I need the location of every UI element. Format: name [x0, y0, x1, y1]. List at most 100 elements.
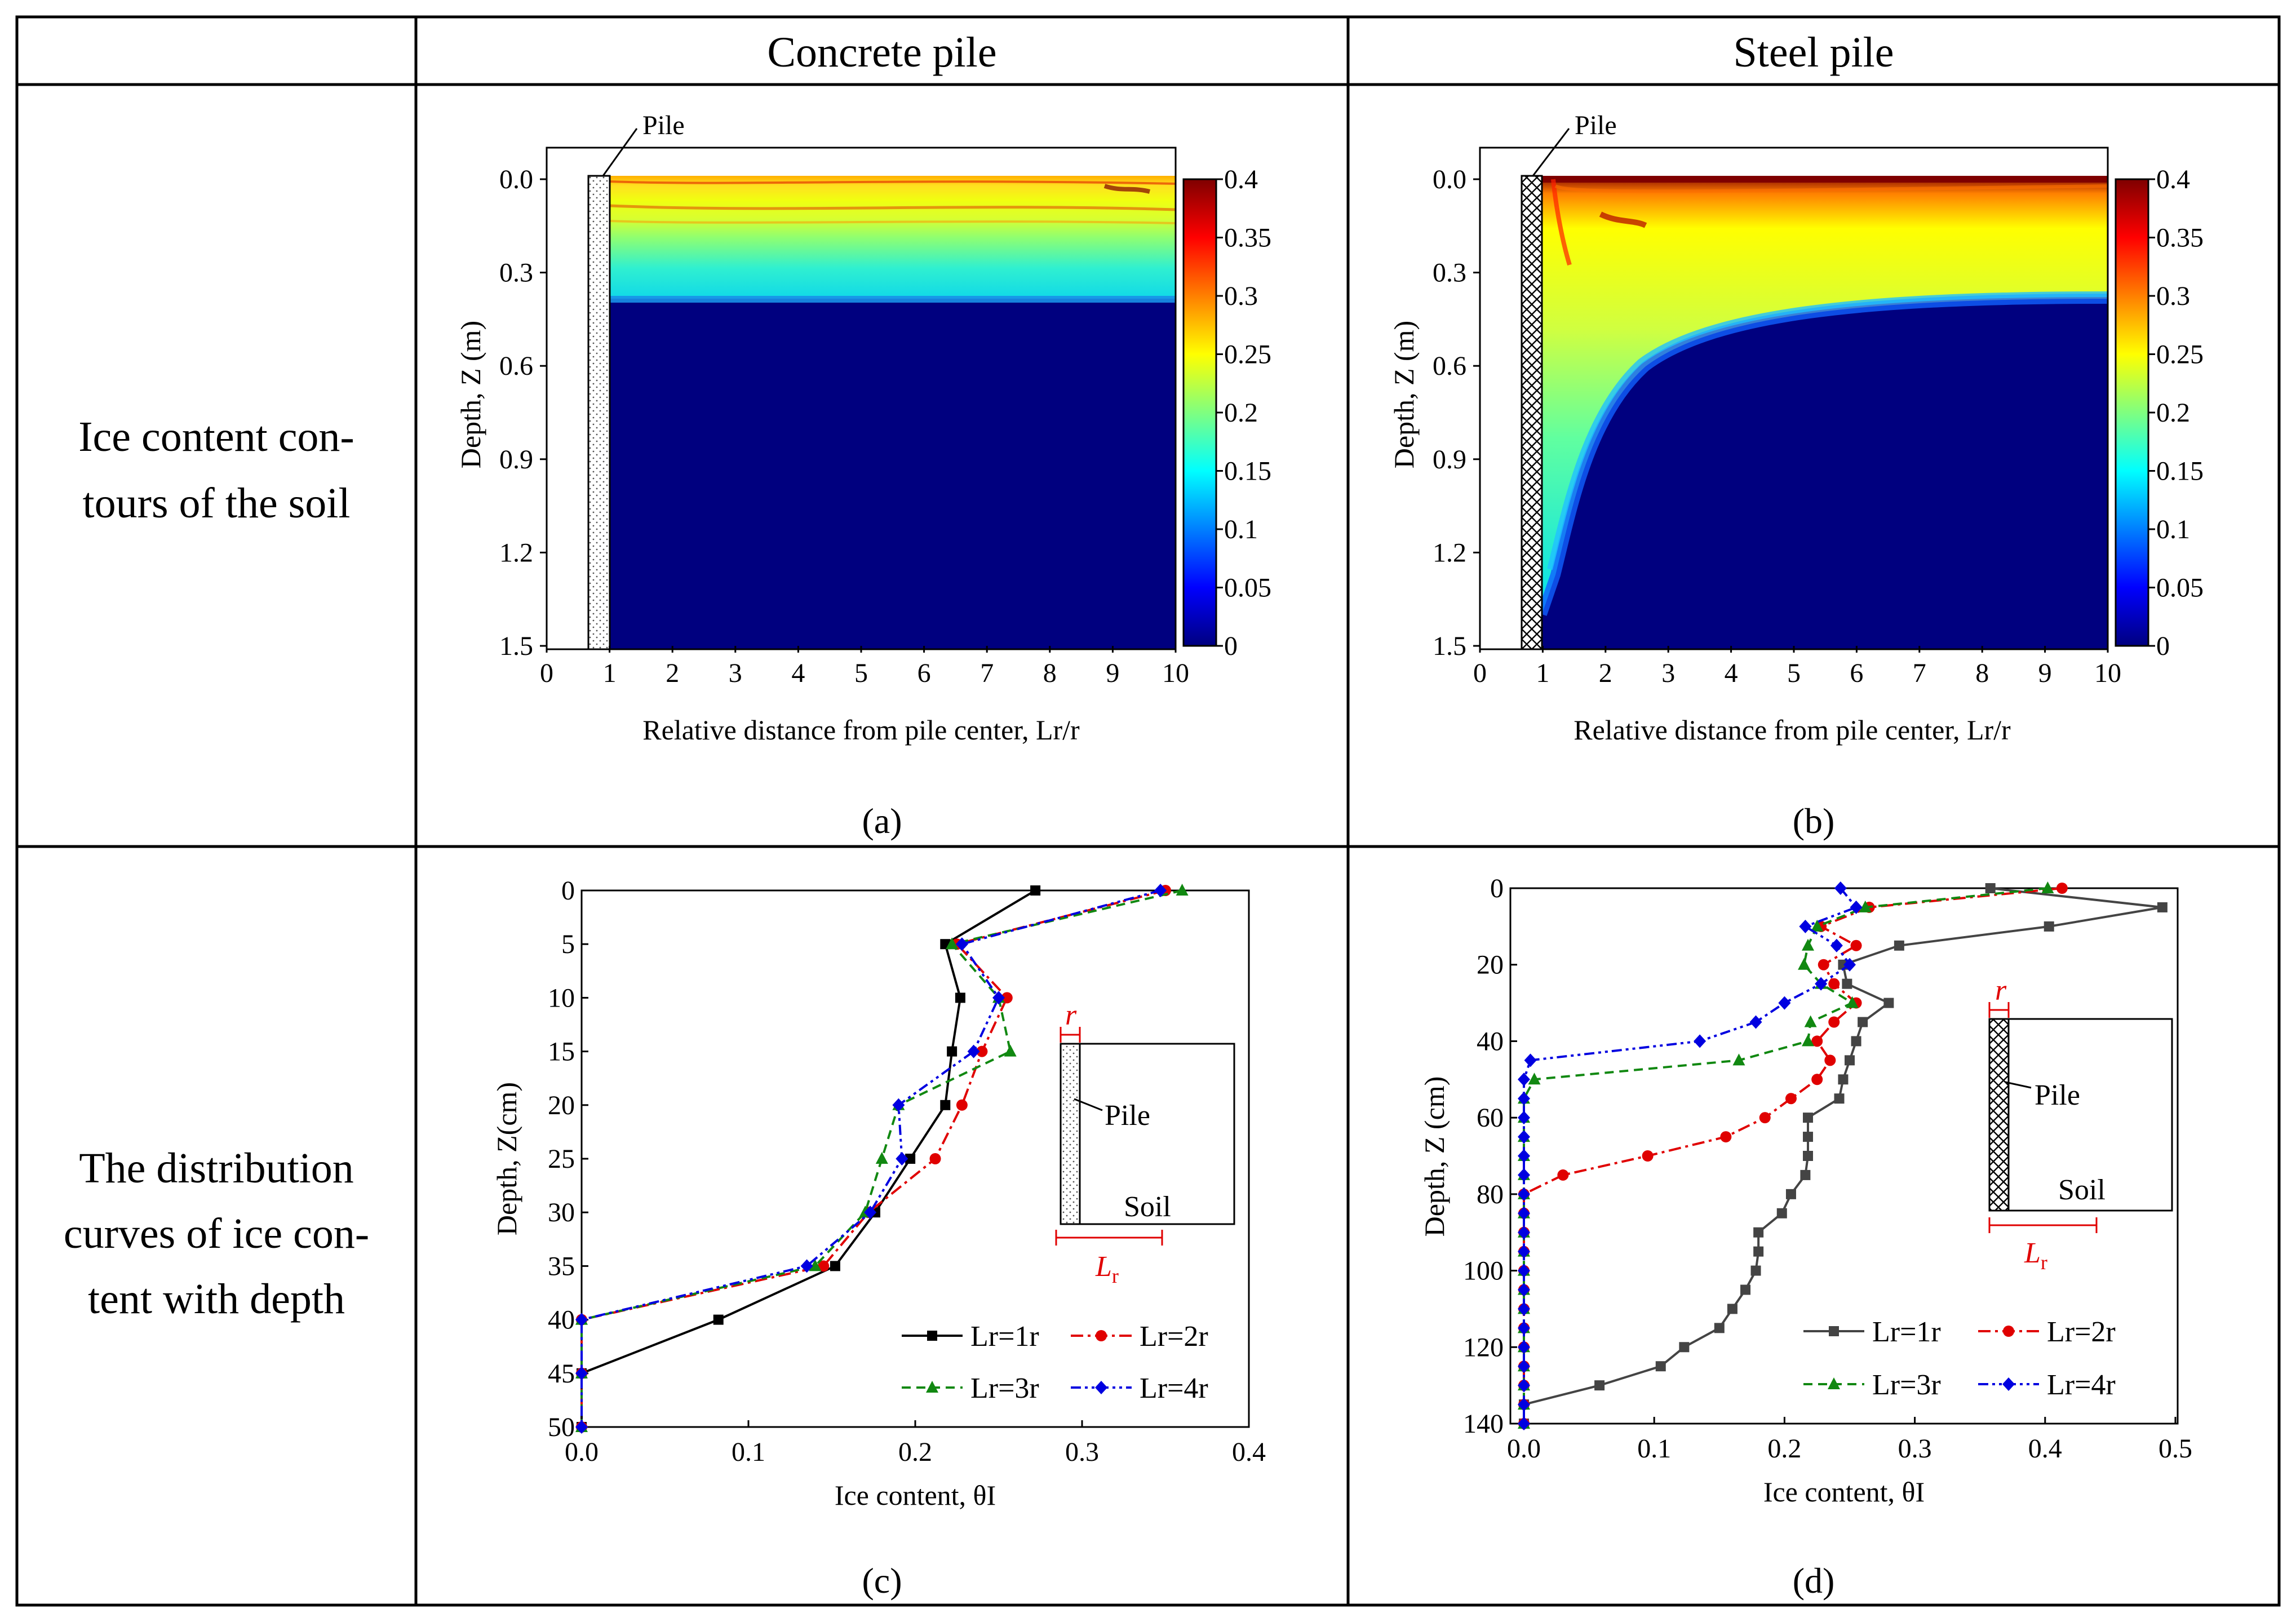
x-tick-label: 0	[540, 658, 553, 688]
legend-entry: Lr=4r	[1978, 1369, 2116, 1401]
colorbar-b: 0.4 0.35 0.3 0.25 0.2 0.15 0.1 0.05 0	[2115, 165, 2204, 661]
x-tick-label: 3	[729, 658, 742, 688]
data-point-circle	[2056, 883, 2068, 894]
data-point-triangle	[1798, 958, 1811, 970]
x-tick-label: 4	[1725, 658, 1738, 688]
data-point-circle	[1642, 1150, 1654, 1162]
y-tick-label: 120	[1463, 1332, 1504, 1362]
data-point-square	[1834, 1093, 1845, 1104]
series-2	[575, 884, 1189, 1432]
data-point-circle	[929, 1153, 941, 1164]
colorbar-tick-label: 0.2	[2156, 398, 2190, 428]
data-point-diamond	[1843, 958, 1856, 972]
row-label-curves-line1: The distribution	[79, 1145, 354, 1192]
data-point-circle	[1811, 1035, 1823, 1047]
legend-label: Lr=4r	[1140, 1372, 1208, 1404]
inset-r-marker-c	[1060, 1027, 1081, 1043]
panel-label-d: (d)	[1793, 1561, 1835, 1601]
data-point-square	[1753, 1227, 1764, 1238]
y-tick-label: 25	[548, 1144, 575, 1174]
y-ticks-b: 0.0 0.3 0.6 0.9 1.2 1.5	[1433, 165, 1480, 661]
y-tick-label: 40	[548, 1305, 575, 1335]
data-point-square	[1753, 1246, 1764, 1257]
colorbar-tick-label: 0.4	[1224, 165, 1258, 194]
x-tick-label: 1	[1536, 658, 1549, 688]
y-tick-label: 0.0	[1433, 165, 1466, 194]
data-point-triangle	[946, 937, 959, 950]
colorbar-a: 0.4 0.35 0.3 0.25 0.2 0.15 0.1 0.05 0	[1182, 165, 1271, 661]
contour-field-concrete	[609, 176, 1176, 649]
data-point-square	[2157, 902, 2168, 912]
series-group-c	[575, 884, 1189, 1434]
series-line	[580, 889, 1036, 1427]
x-tick-label: 0.3	[1898, 1434, 1932, 1464]
row-label-contours-line2: tours of the soil	[83, 480, 351, 527]
data-point-square	[1727, 1304, 1737, 1314]
contour-chart-steel: 0.0 0.3 0.6 0.9 1.2 1.5 0 1 2 3 4 5 6 7 8 9 10 Relative…	[1388, 110, 2204, 746]
y-tick-label: 140	[1463, 1409, 1504, 1439]
row-label-curves-line3: tent with depth	[88, 1275, 345, 1323]
x-tick-label: 0.0	[565, 1437, 599, 1467]
data-point-square	[1858, 1017, 1868, 1027]
y-tick-label: 50	[548, 1412, 575, 1442]
inset-lr-main-c: L	[1095, 1251, 1112, 1283]
data-point-circle	[1720, 1131, 1732, 1143]
x-tick-label: 7	[980, 658, 994, 688]
data-point-triangle	[2041, 881, 2054, 893]
data-point-diamond	[1518, 1398, 1530, 1412]
data-point-square	[1655, 1361, 1666, 1372]
y-tick-label: 10	[548, 983, 575, 1013]
y-tick-label: 0.9	[499, 445, 533, 475]
data-point-square	[1030, 885, 1041, 896]
data-point-square	[927, 1331, 937, 1341]
colorbar-tick-label: 0.05	[2156, 573, 2204, 603]
line-chart-steel: 0 20 40 60 80 100 120 140 0.0 0.1 0.2 0.3 0.4 0.5 Ic…	[1419, 874, 2192, 1508]
data-point-diamond	[575, 1366, 588, 1380]
pile-callout-line-a	[602, 128, 638, 176]
series-group-d	[1518, 881, 2168, 1430]
data-point-square	[1785, 1189, 1796, 1199]
data-point-diamond	[1518, 1379, 1530, 1393]
data-point-diamond	[1518, 1244, 1530, 1258]
x-tick-label: 0.1	[732, 1437, 765, 1467]
y-tick-label: 0.0	[499, 165, 533, 194]
data-point-square	[1740, 1284, 1751, 1295]
y-tick-label: 0.3	[499, 258, 533, 288]
x-ticks-b: 0 1 2 3 4 5 6 7 8 9 10	[1473, 646, 2121, 688]
y-axis-label-d: Depth, Z (cm)	[1419, 1076, 1450, 1237]
data-point-diamond	[1518, 1302, 1530, 1316]
y-tick-label: 0.6	[1433, 351, 1466, 381]
data-point-circle	[1557, 1169, 1569, 1181]
series-line	[1523, 887, 2063, 1424]
data-point-circle	[1828, 978, 1840, 990]
row-label-contours-line1: Ice content con-	[78, 413, 354, 460]
x-tick-label: 4	[791, 658, 805, 688]
contour-field-steel	[1537, 176, 2108, 649]
data-point-diamond	[1518, 1092, 1530, 1106]
data-point-circle	[1828, 1016, 1840, 1028]
inset-lr-label-d: Lr	[2024, 1237, 2047, 1274]
inset-r-label-d: r	[1995, 974, 2007, 1007]
line-chart-concrete: 0 5 10 15 20 25 30 35 40 45 50 0.0 0.1 0.2 0.3 0.4 Ice…	[491, 876, 1266, 1511]
legend-label: Lr=4r	[2047, 1369, 2116, 1401]
x-tick-label: 10	[1162, 658, 1189, 688]
colorbar-tick-label: 0.3	[1224, 281, 1258, 311]
y-tick-label: 20	[1477, 950, 1504, 980]
data-point-triangle	[1176, 884, 1189, 896]
data-point-diamond	[800, 1259, 813, 1273]
data-point-circle	[1850, 939, 1862, 951]
y-tick-label: 20	[548, 1091, 575, 1120]
data-point-circle	[1001, 992, 1013, 1004]
data-point-square	[1679, 1342, 1690, 1353]
y-tick-label: 1.2	[499, 538, 533, 568]
x-tick-label: 0.4	[2028, 1434, 2062, 1464]
data-point-square	[1803, 1151, 1814, 1161]
y-tick-label: 35	[548, 1251, 575, 1281]
x-tick-label: 9	[2038, 658, 2052, 688]
panel-label-b: (b)	[1793, 801, 1835, 841]
data-point-diamond	[1850, 900, 1863, 914]
data-point-triangle	[1802, 938, 1815, 951]
header-steel: Steel pile	[1734, 29, 1894, 76]
table-grid	[15, 15, 2281, 1607]
y-tick-label: 0.3	[1433, 258, 1466, 288]
